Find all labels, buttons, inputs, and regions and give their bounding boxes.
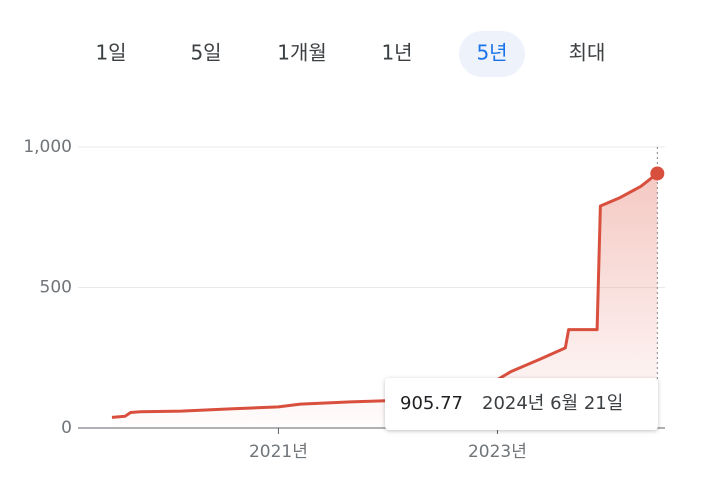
- tab[interactable]: 5년: [476, 41, 507, 65]
- tooltip-box: [385, 378, 658, 430]
- y-tick-label: 0: [61, 418, 72, 438]
- tab[interactable]: 1개월: [277, 41, 327, 65]
- tab[interactable]: 1년: [381, 41, 412, 65]
- tooltip-value: 905.77: [400, 393, 463, 414]
- x-tick-label: 2023년: [468, 442, 527, 462]
- tab[interactable]: 최대: [569, 41, 606, 65]
- y-tick-label: 500: [40, 278, 72, 298]
- end-dot: [650, 166, 665, 181]
- tooltip-date: 2024년 6월 21일: [482, 393, 623, 414]
- tab[interactable]: 1일: [95, 41, 126, 65]
- y-tick-label: 1,000: [23, 137, 72, 157]
- tab[interactable]: 5일: [190, 41, 221, 65]
- tab-selected-bg: [459, 31, 525, 77]
- tooltip: 905.77 2024년 6월 21일: [385, 378, 658, 430]
- x-tick-label: 2021년: [249, 442, 308, 462]
